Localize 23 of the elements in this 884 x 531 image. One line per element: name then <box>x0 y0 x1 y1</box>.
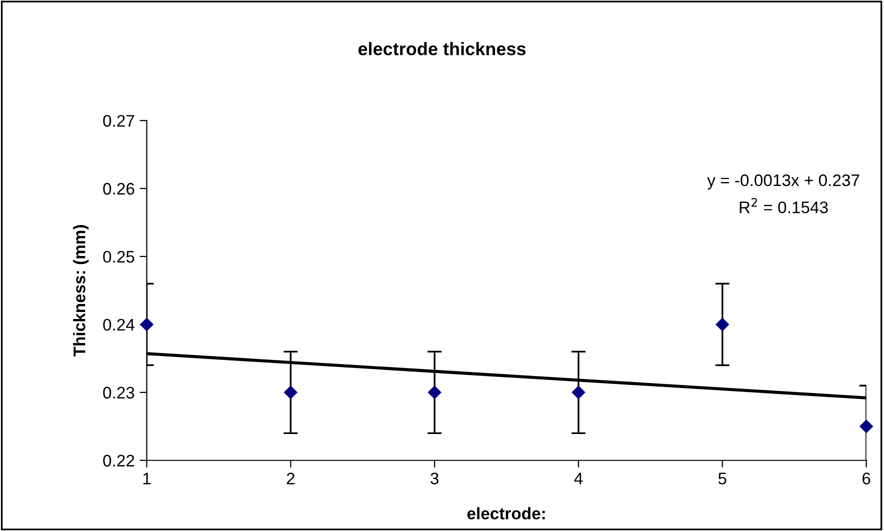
x-tick-label: 4 <box>574 472 583 484</box>
point <box>716 318 729 332</box>
x-tick-label: 5 <box>718 472 726 484</box>
y-tick-label: 0.22 <box>103 454 134 467</box>
x-tick-label: 6 <box>862 472 870 484</box>
annotation: R$^{2}$ = 0.1543 <box>740 198 828 214</box>
point <box>428 386 442 399</box>
chart-title: electrode thickness <box>358 42 526 56</box>
x-tick-label: 2 <box>286 472 294 484</box>
x-axis-title: electrode: <box>467 507 545 520</box>
y-tick-label: 0.25 <box>103 250 134 263</box>
point <box>284 386 298 399</box>
x-tick-label: 1 <box>143 472 151 484</box>
y-tick-label: 0.27 <box>103 114 134 127</box>
x-tick-label: 3 <box>430 472 438 484</box>
point <box>572 386 586 399</box>
y-tick-label: 0.26 <box>103 182 134 195</box>
y-tick-label: 0.24 <box>103 318 134 331</box>
y-tick-label: 0.23 <box>103 386 134 399</box>
point <box>860 420 873 433</box>
point <box>140 318 154 332</box>
annotation: y = -0.0013x + 0.237 <box>707 174 860 190</box>
y-axis-title: Thickness: (mm) <box>73 225 89 356</box>
